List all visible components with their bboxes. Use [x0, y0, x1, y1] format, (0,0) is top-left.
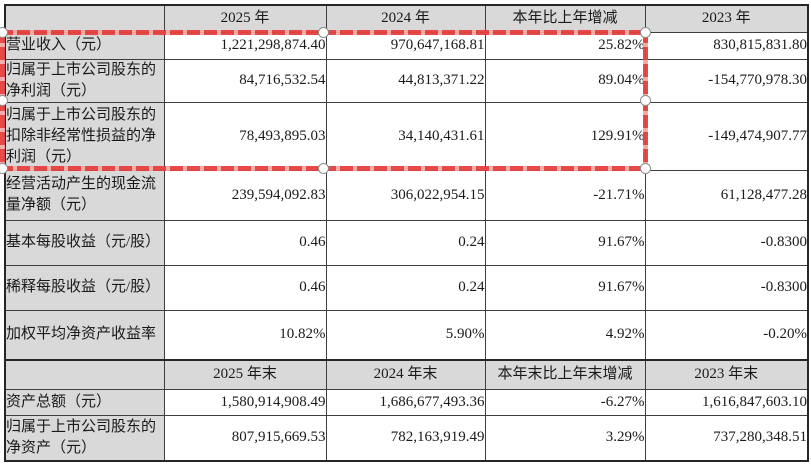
metric-value: 91.67% — [484, 219, 646, 266]
metric-value: 4.92% — [484, 309, 646, 361]
metric-value: 970,647,168.81 — [325, 31, 486, 60]
metric-value: 782,163,919.49 — [325, 414, 486, 462]
metric-value: 737,280,348.51 — [644, 414, 809, 462]
metric-value: 0.46 — [163, 264, 327, 311]
metric-value: -6.27% — [484, 388, 646, 416]
metric-value: 25.82% — [484, 31, 646, 60]
column-header-2025-yearend: 2025 年末 — [163, 359, 327, 390]
metric-value: 0.24 — [325, 264, 486, 311]
metric-value: 1,580,914,908.49 — [163, 388, 327, 416]
metric-value: 129.91% — [484, 101, 646, 171]
table-row-operating-cash-flow: 经营活动产生的现金流量净额（元） 239,594,092.83 306,022,… — [4, 169, 809, 221]
metric-value: 0.46 — [163, 219, 327, 266]
selection-handle-bottom-left[interactable] — [0, 163, 8, 174]
selection-handle-middle-right[interactable] — [640, 95, 651, 106]
metric-value: 34,140,431.61 — [325, 101, 486, 171]
table-row-diluted-eps: 稀释每股收益（元/股） 0.46 0.24 91.67% -0.8300 — [4, 264, 809, 311]
metric-label: 资产总额（元） — [4, 388, 165, 416]
metric-value: 10.82% — [163, 309, 327, 361]
column-header-2023: 2023 年 — [644, 4, 809, 33]
table-row-net-profit: 归属于上市公司股东的净利润（元） 84,716,532.54 44,813,37… — [4, 58, 809, 103]
metric-value: 1,616,847,603.10 — [644, 388, 809, 416]
column-header-2024-yearend: 2024 年末 — [325, 359, 486, 390]
key-financial-indicators-table: 2025 年 2024 年 本年比上年增减 2023 年 营业收入（元） 1,2… — [4, 4, 809, 361]
yearend-header-row: 2025 年末 2024 年末 本年末比上年末增减 2023 年末 — [4, 359, 809, 390]
selection-handle-bottom-middle[interactable] — [318, 163, 329, 174]
metric-label: 归属于上市公司股东的净利润（元） — [4, 58, 165, 103]
metric-value: 1,686,677,493.36 — [325, 388, 486, 416]
metric-value: 78,493,895.03 — [163, 101, 327, 171]
metric-value: 0.24 — [325, 219, 486, 266]
metric-value: -21.71% — [484, 169, 646, 221]
column-header-2025: 2025 年 — [163, 4, 327, 33]
column-header-yoy-change: 本年比上年增减 — [484, 4, 646, 33]
metric-value: -0.8300 — [644, 219, 809, 266]
metric-label: 营业收入（元） — [4, 31, 165, 60]
yearend-financial-indicators-table: 2025 年末 2024 年末 本年末比上年末增减 2023 年末 资产总额（元… — [4, 359, 809, 462]
metric-value: 807,915,669.53 — [163, 414, 327, 462]
metric-label: 加权平均净资产收益率 — [4, 309, 165, 361]
metric-value: 306,022,954.15 — [325, 169, 486, 221]
column-header-yearend-change: 本年末比上年末增减 — [484, 359, 646, 390]
metric-value: 61,128,477.28 — [644, 169, 809, 221]
metric-label: 归属于上市公司股东的净资产（元） — [4, 414, 165, 462]
column-header-2024: 2024 年 — [325, 4, 486, 33]
selection-handle-middle-left[interactable] — [0, 95, 8, 106]
period-header-row: 2025 年 2024 年 本年比上年增减 2023 年 — [4, 4, 809, 33]
metric-value: 84,716,532.54 — [163, 58, 327, 103]
table-row-basic-eps: 基本每股收益（元/股） 0.46 0.24 91.67% -0.8300 — [4, 219, 809, 266]
metric-label: 经营活动产生的现金流量净额（元） — [4, 169, 165, 221]
corner-cell — [4, 359, 165, 390]
selection-handle-bottom-right[interactable] — [640, 163, 651, 174]
selection-handle-top-middle[interactable] — [318, 27, 329, 38]
metric-label: 稀释每股收益（元/股） — [4, 264, 165, 311]
metric-value: 89.04% — [484, 58, 646, 103]
column-header-2023-yearend: 2023 年末 — [644, 359, 809, 390]
corner-cell — [4, 4, 165, 33]
metric-value: 239,594,092.83 — [163, 169, 327, 221]
metric-value: 1,221,298,874.40 — [163, 31, 327, 60]
table-row-net-assets: 归属于上市公司股东的净资产（元） 807,915,669.53 782,163,… — [4, 414, 809, 462]
metric-value: -149,474,907.77 — [644, 101, 809, 171]
metric-value: 91.67% — [484, 264, 646, 311]
metric-value: -0.20% — [644, 309, 809, 361]
metric-value: 830,815,831.80 — [644, 31, 809, 60]
metric-value: -154,770,978.30 — [644, 58, 809, 103]
selection-handle-top-left[interactable] — [0, 27, 8, 38]
selection-handle-top-right[interactable] — [640, 27, 651, 38]
metric-value: 3.29% — [484, 414, 646, 462]
metric-label: 归属于上市公司股东的扣除非经常性损益的净利润（元） — [4, 101, 165, 171]
metric-value: 5.90% — [325, 309, 486, 361]
metric-value: 44,813,371.22 — [325, 58, 486, 103]
table-row-revenue: 营业收入（元） 1,221,298,874.40 970,647,168.81 … — [4, 31, 809, 60]
table-row-net-profit-excl-nonrecurring: 归属于上市公司股东的扣除非经常性损益的净利润（元） 78,493,895.03 … — [4, 101, 809, 171]
metric-label: 基本每股收益（元/股） — [4, 219, 165, 266]
table-row-total-assets: 资产总额（元） 1,580,914,908.49 1,686,677,493.3… — [4, 388, 809, 416]
table-row-weighted-avg-roe: 加权平均净资产收益率 10.82% 5.90% 4.92% -0.20% — [4, 309, 809, 361]
metric-value: -0.8300 — [644, 264, 809, 311]
